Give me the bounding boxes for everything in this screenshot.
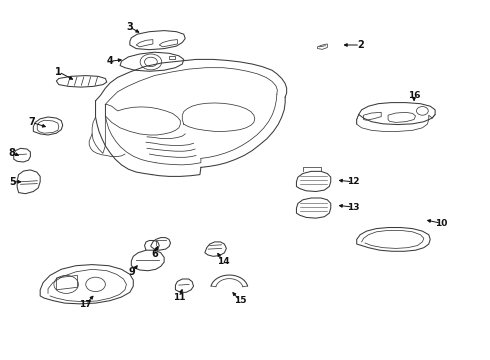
Text: 7: 7 bbox=[28, 117, 35, 127]
Text: 8: 8 bbox=[9, 148, 16, 158]
Text: 11: 11 bbox=[172, 292, 185, 302]
Text: 14: 14 bbox=[217, 256, 229, 265]
Text: 16: 16 bbox=[408, 91, 420, 100]
Text: 15: 15 bbox=[234, 296, 246, 305]
Text: 3: 3 bbox=[126, 22, 133, 32]
Text: 5: 5 bbox=[9, 177, 16, 187]
Text: 1: 1 bbox=[55, 67, 62, 77]
Text: 17: 17 bbox=[79, 300, 92, 309]
Text: 9: 9 bbox=[129, 267, 136, 277]
Text: 12: 12 bbox=[346, 177, 359, 186]
Text: 4: 4 bbox=[107, 56, 114, 66]
Text: 6: 6 bbox=[151, 249, 158, 259]
Text: 2: 2 bbox=[357, 40, 364, 50]
Text: 10: 10 bbox=[435, 219, 447, 228]
Text: 13: 13 bbox=[346, 202, 359, 211]
